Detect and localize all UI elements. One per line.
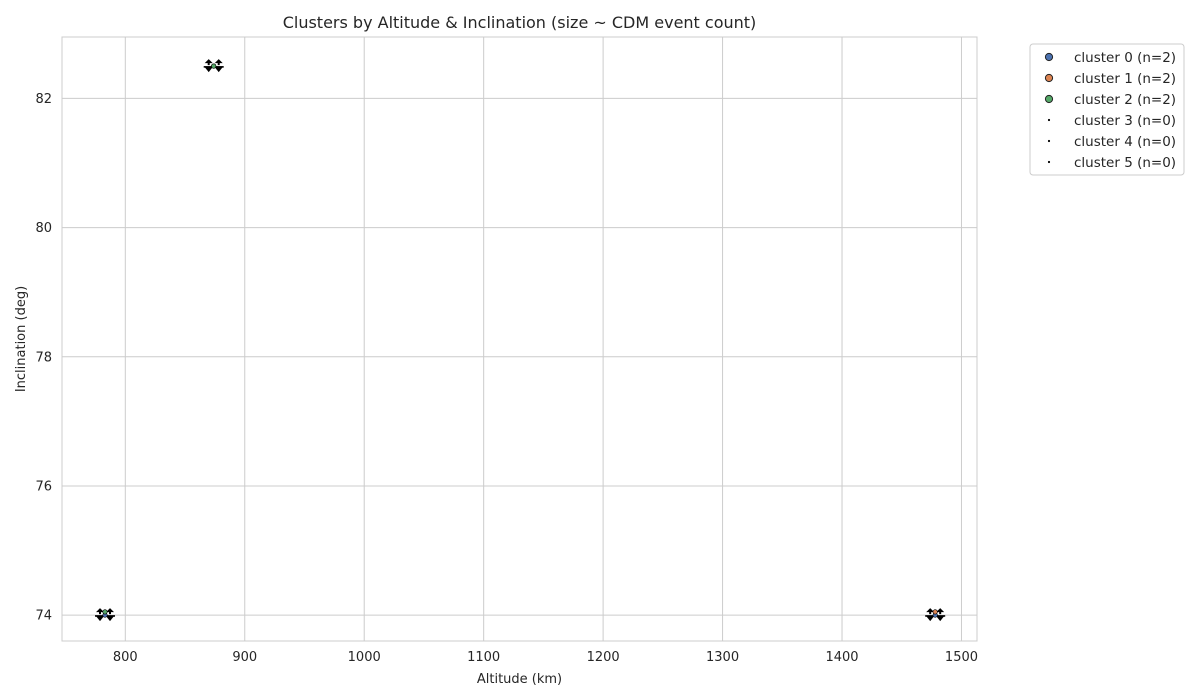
x-tick-label: 1100 [467,650,500,665]
data-point [102,609,108,615]
arrow-down-shape [214,67,223,73]
x-axis-label: Altitude (km) [477,672,562,687]
arrow-up-shape [96,608,105,615]
plot-area [61,36,978,642]
grid [62,37,977,641]
arrow-up-shape [106,608,115,615]
legend-marker [1044,73,1054,83]
x-tick-label: 800 [113,650,138,665]
y-tick-label: 74 [35,609,52,624]
legend-marker [1047,139,1051,143]
y-axis-label: Inclination (deg) [14,286,29,392]
y-tick-label: 80 [35,221,52,236]
arrow-up-shape [214,59,223,66]
tick-labels: 800 900 1000 1100 1200 1300 1400 1500 74 76 78 80 82 [35,92,978,665]
x-tick-label: 1500 [945,650,978,665]
y-tick-label: 78 [35,350,52,365]
legend-label: cluster 5 (n=0) [1074,155,1176,171]
legend-box [1029,43,1185,176]
y-tick-label: 76 [35,479,52,494]
data-point [211,63,217,69]
arrow-down-shape [106,616,115,622]
arrow-up-shape [936,608,945,615]
legend-marker [1044,52,1054,62]
y-tick-label: 82 [35,92,52,107]
legend-marker [1044,94,1054,104]
x-tick-label: 1300 [706,650,739,665]
legend-label: cluster 4 (n=0) [1074,134,1176,150]
data-point [932,609,938,615]
x-tick-label: 1000 [348,650,381,665]
x-tick-label: 900 [232,650,257,665]
legend-marker [1047,118,1051,122]
data-points [95,59,946,622]
arrow-down-shape [96,616,105,622]
arrow-up-shape [204,59,213,66]
arrow-down-shape [936,616,945,622]
legend-label: cluster 0 (n=2) [1074,50,1176,66]
arrow-down-shape [926,616,935,622]
legend-marker [1047,160,1051,164]
legend: cluster 0 (n=2) cluster 1 (n=2) cluster 2 … [1029,43,1185,176]
legend-label: cluster 2 (n=2) [1074,92,1176,108]
x-tick-label: 1200 [587,650,620,665]
legend-label: cluster 1 (n=2) [1074,71,1176,87]
arrow-up-shape [926,608,935,615]
arrow-down-shape [204,67,213,73]
chart-title: Clusters by Altitude & Inclination (size… [283,13,757,32]
x-tick-label: 1400 [825,650,858,665]
legend-label: cluster 3 (n=0) [1074,113,1176,129]
